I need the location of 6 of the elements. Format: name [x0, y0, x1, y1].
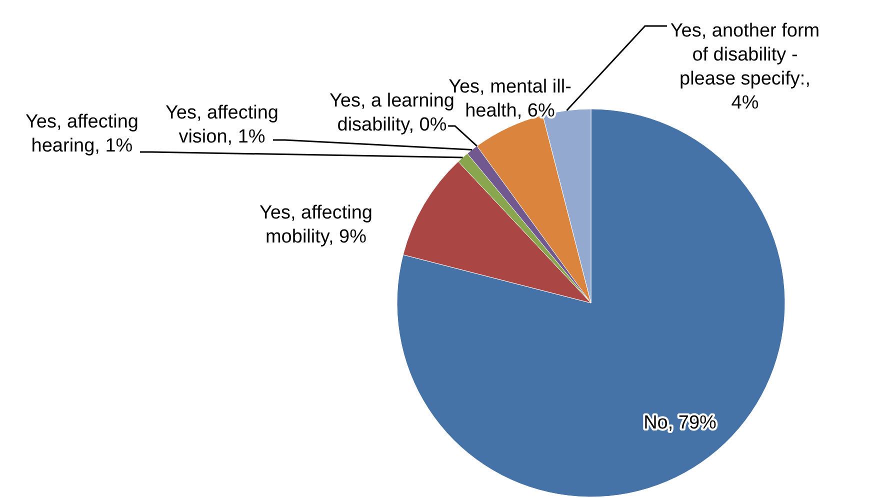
slice-label: No, 79%: [644, 412, 717, 434]
slice-label: Yes, affecting vision, 1%: [165, 102, 279, 148]
slice-label: Yes, affecting mobility, 9%: [259, 202, 373, 248]
category-label: Yes, a learning disability, 0%: [329, 90, 455, 136]
slice-label: Yes, affecting hearing, 1%: [25, 112, 139, 157]
slice-label: Yes, another form of disability - please specify:, 4%: [670, 20, 820, 114]
